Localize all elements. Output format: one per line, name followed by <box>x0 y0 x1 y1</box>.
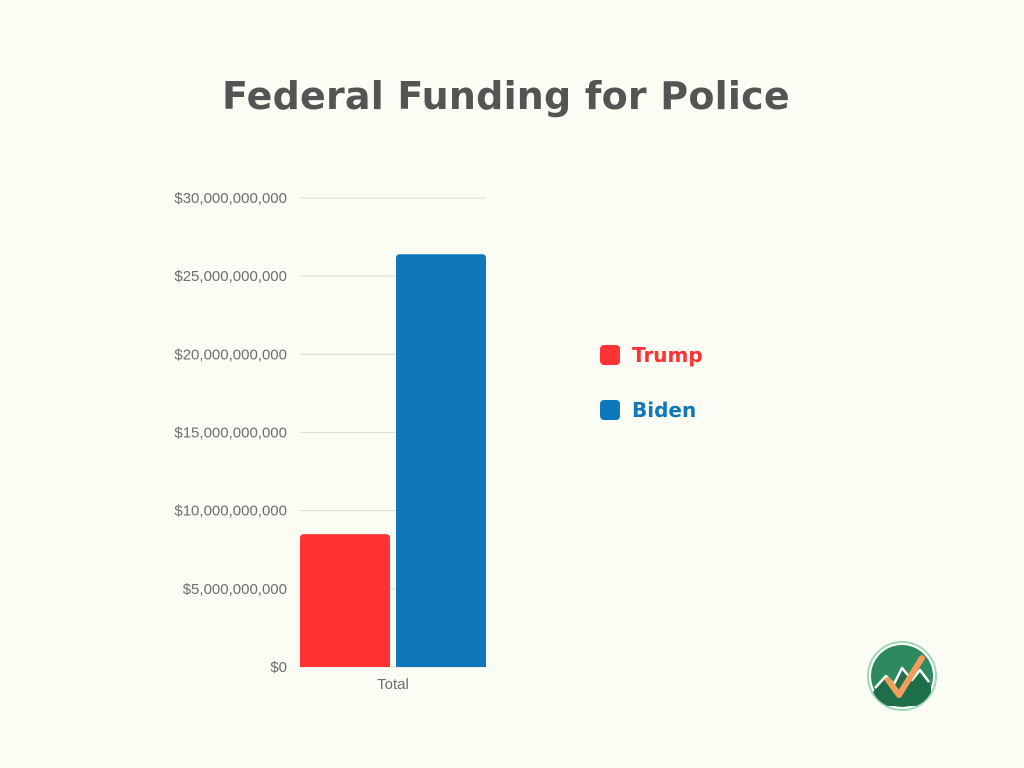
y-tick-label: $10,000,000,000 <box>174 503 287 520</box>
y-tick-label: $30,000,000,000 <box>174 190 287 207</box>
x-category-label: Total <box>377 676 409 693</box>
legend-swatch <box>600 400 620 420</box>
legend-label: Trump <box>632 343 703 367</box>
bar-trump <box>300 534 390 667</box>
y-tick-label: $25,000,000,000 <box>174 268 287 285</box>
y-tick-label: $0 <box>270 659 287 676</box>
bars <box>300 254 486 667</box>
legend: Trump Biden <box>600 340 703 450</box>
chart-title: Federal Funding for Police <box>222 74 790 118</box>
legend-label: Biden <box>632 398 697 422</box>
bar-biden <box>396 254 486 667</box>
checkmark-mountain-logo-icon <box>866 640 938 712</box>
y-tick-label: $20,000,000,000 <box>174 346 287 363</box>
legend-item-biden: Biden <box>600 395 703 425</box>
y-axis-ticks: $0 $5,000,000,000 $10,000,000,000 $15,000,0… <box>174 190 287 676</box>
legend-swatch <box>600 345 620 365</box>
y-tick-label: $5,000,000,000 <box>183 581 287 598</box>
legend-item-trump: Trump <box>600 340 703 370</box>
y-tick-label: $15,000,000,000 <box>174 425 287 442</box>
x-axis-labels: Total <box>377 676 409 693</box>
